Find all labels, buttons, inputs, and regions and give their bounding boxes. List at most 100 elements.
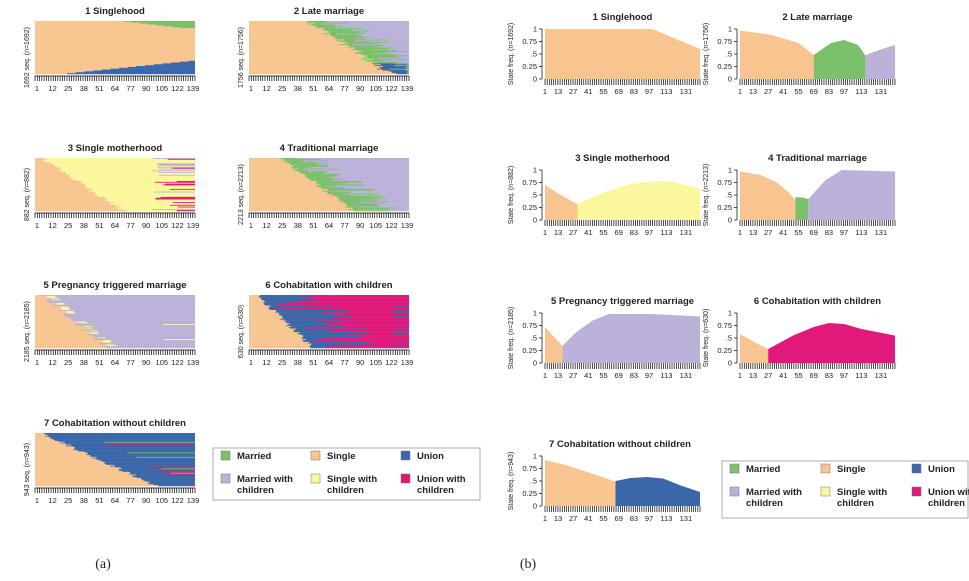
- sequence-row: [75, 312, 195, 314]
- sequence-row: [35, 317, 69, 319]
- sequence-row: [296, 328, 368, 330]
- sequence-row: [62, 309, 71, 311]
- sequence-row: [290, 323, 356, 325]
- sequence-row: [405, 69, 409, 71]
- sequence-row: [109, 201, 195, 203]
- x-tick-label: 77: [126, 84, 134, 93]
- sequence-row: [53, 439, 196, 441]
- sequence-row: [348, 182, 409, 184]
- sequence-row: [339, 198, 379, 200]
- sequence-row: [249, 206, 345, 208]
- sequence-row: [55, 295, 196, 298]
- sequence-row: [35, 313, 64, 315]
- x-tick-label: 77: [340, 358, 348, 367]
- sequence-row: [304, 331, 409, 333]
- sequence-row: [35, 49, 195, 51]
- x-axis-ticks: [544, 363, 701, 369]
- sequence-row: [249, 321, 287, 323]
- legend-label-cont: children: [327, 485, 364, 496]
- sequence-row: [35, 460, 101, 462]
- sequence-row: [249, 315, 281, 317]
- sequence-row: [147, 483, 195, 485]
- x-tick-label: 69: [615, 228, 623, 237]
- sequence-row: [35, 37, 195, 39]
- x-tick-label: 55: [599, 228, 607, 237]
- sequence-row: [126, 210, 177, 212]
- sequence-row: [249, 66, 380, 69]
- sequence-row: [310, 166, 409, 168]
- sequence-row: [249, 163, 291, 165]
- sequence-row: [249, 196, 337, 198]
- sequence-row: [249, 52, 355, 54]
- sequence-row: [35, 42, 195, 44]
- sequence-row: [360, 202, 409, 204]
- sequence-row: [35, 169, 58, 171]
- x-tick-label: 55: [599, 514, 607, 523]
- sequence-row: [35, 325, 78, 327]
- sequence-row: [74, 448, 195, 450]
- sequence-row: [342, 193, 409, 195]
- sequence-row: [35, 314, 64, 316]
- x-tick-label: 41: [779, 87, 787, 96]
- sequence-row: [35, 450, 79, 452]
- sequence-row: [335, 27, 409, 29]
- sequence-row: [95, 191, 154, 193]
- sequence-row: [326, 191, 352, 193]
- sequence-row: [249, 161, 285, 163]
- sequence-row: [249, 322, 287, 324]
- y-tick-label: 0: [728, 75, 732, 84]
- sequence-row: [297, 158, 409, 160]
- sequence-row: [249, 24, 313, 26]
- sequence-row: [167, 474, 195, 476]
- sequence-row: [171, 62, 195, 64]
- sequence-row: [35, 479, 144, 481]
- sequence-row: [249, 210, 355, 212]
- sequence-row: [129, 473, 195, 475]
- sequence-row: [387, 201, 409, 203]
- sequence-row: [393, 310, 409, 312]
- modal-plot-title: 7 Cohabitation without children: [549, 439, 691, 450]
- sequence-row: [163, 339, 195, 341]
- x-tick-label: 25: [64, 496, 72, 505]
- sequence-row: [307, 177, 333, 179]
- sequence-row: [363, 54, 398, 56]
- sequence-row: [363, 28, 409, 30]
- sequence-row: [375, 200, 409, 202]
- sequence-row: [298, 307, 409, 309]
- y-tick-label: 0.75: [717, 321, 732, 330]
- x-tick-label: 41: [584, 371, 592, 380]
- sequence-row: [84, 451, 195, 453]
- modal-plot-3: 3 Single motherhood State freq. (n=882) 0 0…: [508, 153, 701, 237]
- sequence-row: [249, 183, 316, 185]
- sequence-row: [118, 208, 195, 210]
- sequence-row: [35, 454, 87, 456]
- sequence-row: [35, 309, 63, 311]
- sequence-row: [35, 46, 195, 48]
- sequence-row: [35, 23, 148, 25]
- sequence-row: [366, 332, 393, 334]
- sequence-row: [35, 471, 130, 473]
- sequence-row: [308, 178, 334, 180]
- sequence-row: [295, 170, 309, 172]
- sequence-row: [116, 207, 195, 209]
- sequence-row: [35, 70, 93, 72]
- sequence-row: [249, 346, 310, 348]
- sequence-row: [35, 47, 195, 49]
- sequence-row: [77, 325, 195, 327]
- sequence-row: [35, 66, 137, 68]
- sequence-row: [328, 189, 376, 191]
- sequence-row: [35, 168, 61, 170]
- x-tick-label: 25: [64, 221, 72, 230]
- sequence-row: [377, 205, 409, 207]
- sequence-row: [323, 347, 409, 349]
- sequence-row: [35, 315, 64, 317]
- x-tick-label: 113: [660, 514, 672, 523]
- sequence-row: [249, 38, 337, 40]
- seq-plot-title: 2 Late marriage: [294, 6, 364, 17]
- sequence-row: [389, 42, 409, 44]
- seq-plot-ylabel: 1692 seq. (n=1692): [24, 27, 31, 88]
- sequence-row: [396, 73, 408, 75]
- modal-plot-ylabel: State freq. (n=882): [508, 166, 515, 225]
- sequence-row: [249, 193, 328, 195]
- sequence-row: [35, 61, 180, 63]
